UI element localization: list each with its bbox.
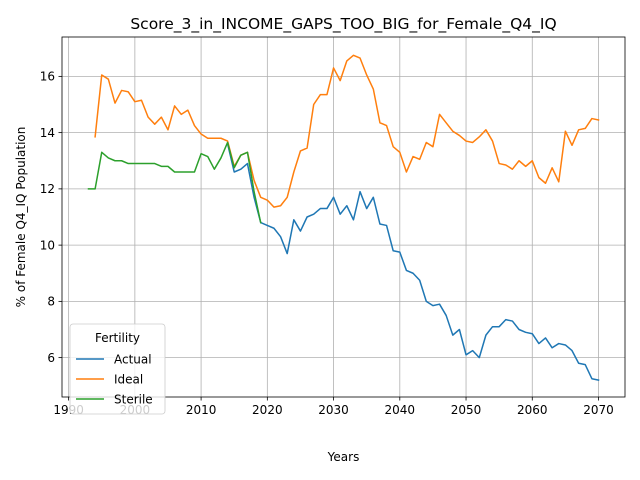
series-lines <box>87 54 600 382</box>
series-line-actual <box>226 142 600 382</box>
plot-frame <box>61 36 626 398</box>
chart-title: Score_3_in_INCOME_GAPS_TOO_BIG_for_Femal… <box>130 15 556 34</box>
x-tick-label: 2020 <box>252 403 283 417</box>
y-tick-label: 8 <box>47 295 55 309</box>
legend-label-sterile: Sterile <box>114 392 153 406</box>
x-tick-label: 2010 <box>186 403 217 417</box>
y-tick-label: 14 <box>40 126 55 140</box>
legend-box <box>69 323 166 415</box>
x-tick-label: 2070 <box>583 403 614 417</box>
x-axis-label: Years <box>327 450 360 464</box>
series-line-sterile <box>87 141 262 224</box>
y-tick-label: 10 <box>40 238 55 252</box>
y-axis-label: % of Female Q4_IQ Population <box>14 127 28 308</box>
y-tick-label: 6 <box>47 351 55 365</box>
legend-label-ideal: Ideal <box>114 372 143 386</box>
y-tick-label: 12 <box>40 182 55 196</box>
x-tick-label: 2040 <box>385 403 416 417</box>
series-line-ideal <box>94 54 600 208</box>
legend: Fertility Actual Ideal Sterile <box>69 323 166 415</box>
x-tick-label: 2060 <box>517 403 548 417</box>
legend-title: Fertility <box>95 331 140 345</box>
grid <box>62 37 625 397</box>
y-tick-label: 16 <box>40 70 55 84</box>
legend-label-actual: Actual <box>114 352 152 366</box>
x-tick-label: 2030 <box>318 403 349 417</box>
x-tick-label: 2050 <box>451 403 482 417</box>
legend-entries: Actual Ideal Sterile <box>76 352 153 406</box>
